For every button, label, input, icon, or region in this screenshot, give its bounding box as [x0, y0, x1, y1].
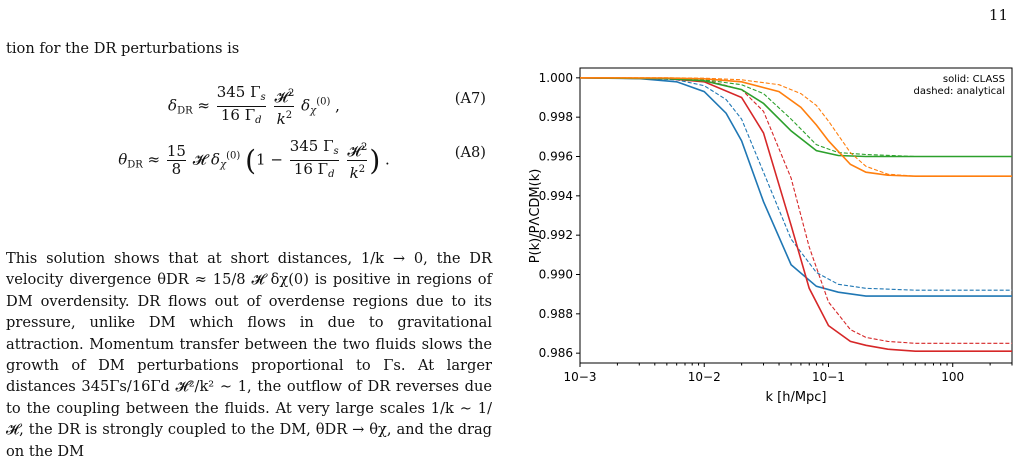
page-number: 11 [988, 6, 1008, 24]
y-tick-label: 0.994 [539, 189, 573, 203]
y-axis-ticks: 1.000 0.998 0.996 0.994 0.992 0.990 0.988 0.986 [539, 71, 580, 360]
equation-a8: θDR ≈ 15 8 𝓗 δχ(0) (1 − 345 Γs 16 Γd 𝓗2 k2)… [6, 130, 502, 182]
series-line-7 [580, 77, 1012, 177]
equation-a7-label: (A7) [454, 90, 486, 107]
series-line-3 [579, 77, 1012, 344]
series-line-4 [579, 77, 1012, 158]
y-tick-label: 1.000 [539, 71, 573, 85]
series-line-1 [579, 77, 1012, 291]
power-spectrum-figure: 1.000 0.998 0.996 0.994 0.992 0.990 0.988 0.986… [528, 67, 1013, 405]
series-line-2 [579, 77, 1012, 352]
x-tick-label: 10−1 [812, 370, 845, 384]
y-tick-label: 0.998 [539, 110, 573, 124]
x-tick-label: 100 [941, 370, 964, 384]
equation-a7: δDR ≈ 345 Γs 16 Γd 𝓗2 k2 δχ(0) , (A7) [6, 76, 502, 128]
equation-a7-body: δDR ≈ 345 Γs 16 Γd 𝓗2 k2 δχ(0) , [168, 83, 340, 128]
intro-text: tion for the DR perturbations is [6, 40, 240, 57]
y-tick-label: 0.992 [539, 228, 573, 242]
plot-frame [579, 67, 1013, 364]
legend-line-2: dashed: analytical [914, 86, 1005, 97]
equation-a8-body: θDR ≈ 15 8 𝓗 δχ(0) (1 − 345 Γs 16 Γd 𝓗2 k2)… [118, 137, 390, 182]
y-tick-label: 0.990 [539, 268, 573, 282]
y-tick-label: 0.988 [539, 307, 573, 321]
x-axis-ticks: 10−3 10−2 10−1 100 [564, 363, 1013, 384]
y-tick-label: 0.986 [539, 346, 573, 360]
x-tick-label: 10−3 [564, 370, 597, 384]
series-line-5 [579, 77, 1012, 158]
y-axis-label: P(k)/PΛCDM(k) [528, 169, 543, 264]
legend-line-1: solid: CLASS [943, 74, 1005, 85]
series-line-0 [579, 77, 1012, 297]
series-lines [579, 77, 1012, 352]
body-paragraph: This solution shows that at short distan… [6, 250, 492, 460]
equation-a8-label: (A8) [454, 144, 486, 161]
x-tick-label: 10−2 [688, 370, 721, 384]
y-tick-label: 0.996 [539, 150, 573, 164]
x-axis-label: k [h/Mpc] [765, 390, 826, 405]
